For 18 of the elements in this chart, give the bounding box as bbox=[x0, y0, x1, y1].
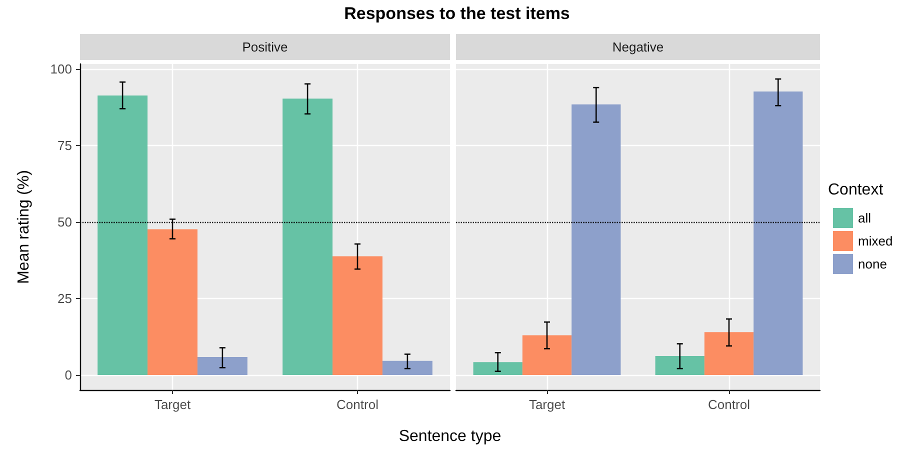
x-tick-label: Control bbox=[708, 397, 750, 412]
chart-title: Responses to the test items bbox=[343, 4, 571, 24]
y-tick-label: 25 bbox=[58, 290, 72, 306]
x-tick-label: Target bbox=[154, 397, 191, 412]
chart-subtitle: Positive bbox=[242, 40, 288, 54]
y-tick-label: 75 bbox=[58, 138, 72, 153]
y-axis-title: Mean rating (%) bbox=[16, 170, 32, 284]
y-tick-label: 50 bbox=[58, 214, 72, 230]
x-tick-label: Control bbox=[336, 397, 379, 412]
legend-title: Context bbox=[828, 182, 884, 198]
x-tick-label: Target bbox=[528, 397, 566, 412]
legend-label: none bbox=[858, 256, 887, 272]
legend-label: all bbox=[858, 210, 872, 226]
x-axis-title: Sentence type bbox=[398, 428, 502, 446]
legend-label: mixed bbox=[858, 234, 893, 248]
chart-subtitle: Negative bbox=[612, 40, 664, 54]
y-tick-label: 100 bbox=[50, 61, 72, 76]
y-tick-label: 0 bbox=[64, 368, 72, 382]
